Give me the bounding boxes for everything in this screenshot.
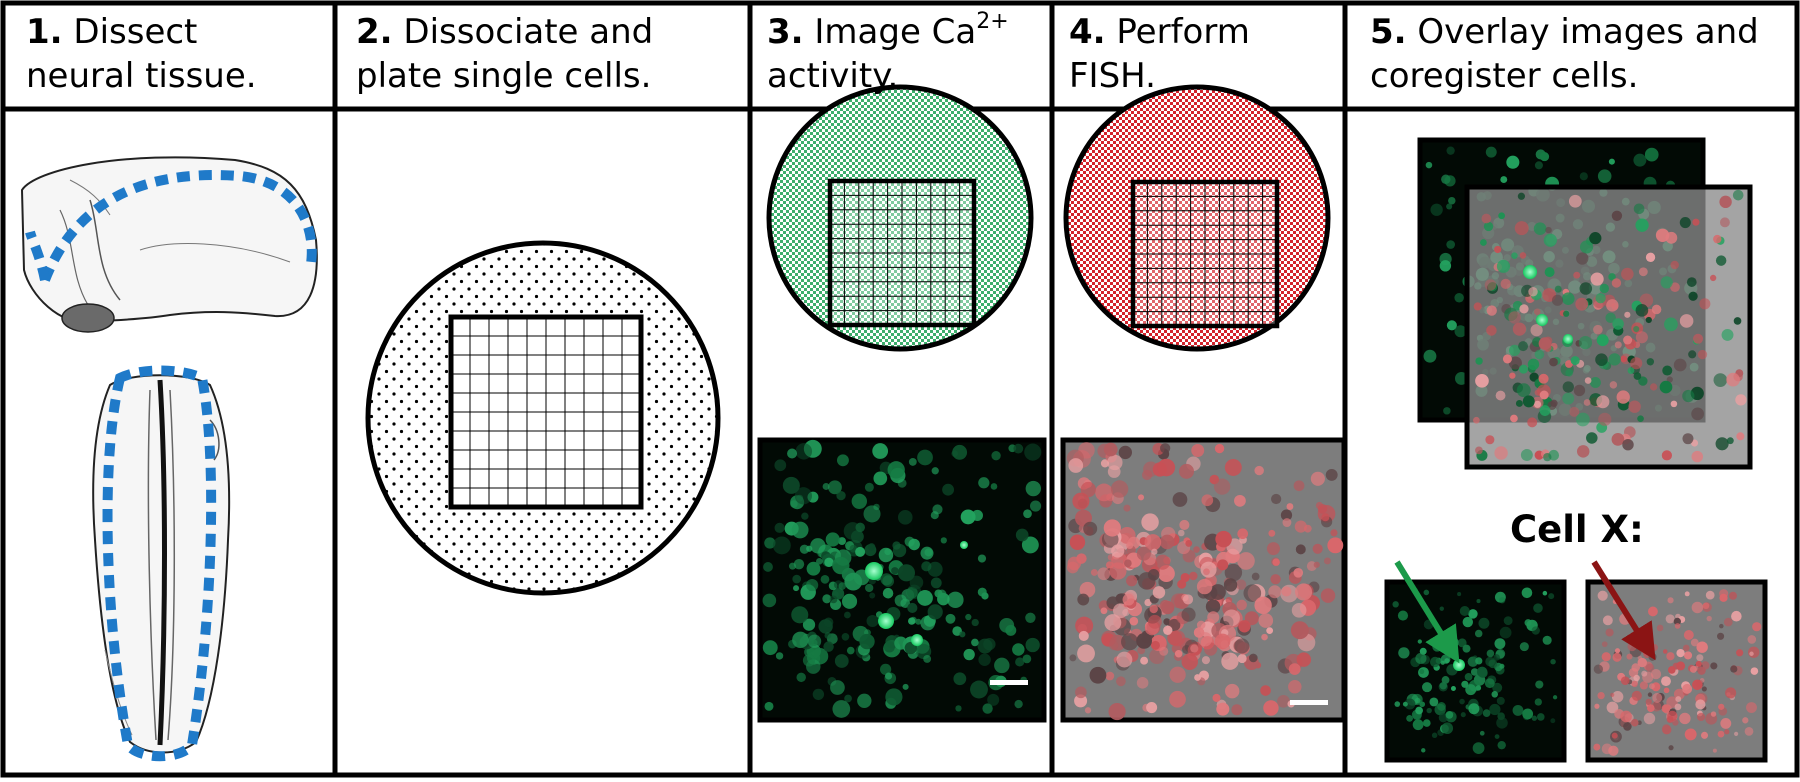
calcium-cells bbox=[762, 439, 1042, 718]
step-line1: Perform bbox=[1116, 12, 1250, 52]
fish-cells bbox=[1066, 442, 1344, 721]
step-line2: activity. bbox=[767, 56, 899, 96]
cell-x-green-image bbox=[1384, 579, 1567, 763]
step-number: 2. bbox=[356, 12, 393, 52]
step-number: 3. bbox=[767, 12, 804, 52]
step-line2: plate single cells. bbox=[356, 56, 652, 96]
coverslip-grid bbox=[448, 314, 644, 510]
step-superscript: 2+ bbox=[976, 8, 1009, 34]
plated-dish bbox=[365, 240, 721, 596]
step-3-header: 3. Image Ca2+ activity. bbox=[767, 10, 1009, 98]
step-1-header: 1. Dissect neural tissue. bbox=[26, 10, 257, 98]
calcium-image bbox=[757, 437, 1047, 723]
calcium-grid bbox=[827, 178, 977, 328]
step-number: 5. bbox=[1370, 12, 1407, 52]
overlay-front-image bbox=[1464, 184, 1753, 470]
step-4-header: 4. Perform FISH. bbox=[1069, 10, 1250, 98]
step-number: 1. bbox=[26, 12, 63, 52]
embryo-dorsal-view bbox=[92, 365, 231, 762]
step-line1: Dissociate and bbox=[403, 12, 654, 52]
step-line1: Dissect bbox=[73, 12, 198, 52]
calcium-dish bbox=[766, 84, 1034, 352]
step-line1: Image Ca bbox=[814, 12, 977, 52]
red-arrow-icon bbox=[1591, 560, 1656, 661]
step-line1: Overlay images and bbox=[1417, 12, 1759, 52]
fish-grid bbox=[1130, 179, 1280, 329]
cell-x-label: Cell X: bbox=[1510, 508, 1644, 551]
step-line2: neural tissue. bbox=[26, 56, 257, 96]
step-line2: coregister cells. bbox=[1370, 56, 1639, 96]
scale-bar bbox=[1290, 700, 1328, 705]
cell-x-red-image bbox=[1585, 579, 1768, 763]
step-number: 4. bbox=[1069, 12, 1106, 52]
green-arrow-icon bbox=[1394, 560, 1460, 664]
scale-bar bbox=[990, 680, 1028, 685]
step-2-header: 2. Dissociate and plate single cells. bbox=[356, 10, 653, 98]
embryo-side-view bbox=[20, 156, 318, 333]
step-5-header: 5. Overlay images and coregister cells. bbox=[1370, 10, 1759, 98]
fish-image bbox=[1060, 437, 1347, 723]
step-line2: FISH. bbox=[1069, 56, 1156, 96]
fish-dish bbox=[1063, 84, 1331, 352]
